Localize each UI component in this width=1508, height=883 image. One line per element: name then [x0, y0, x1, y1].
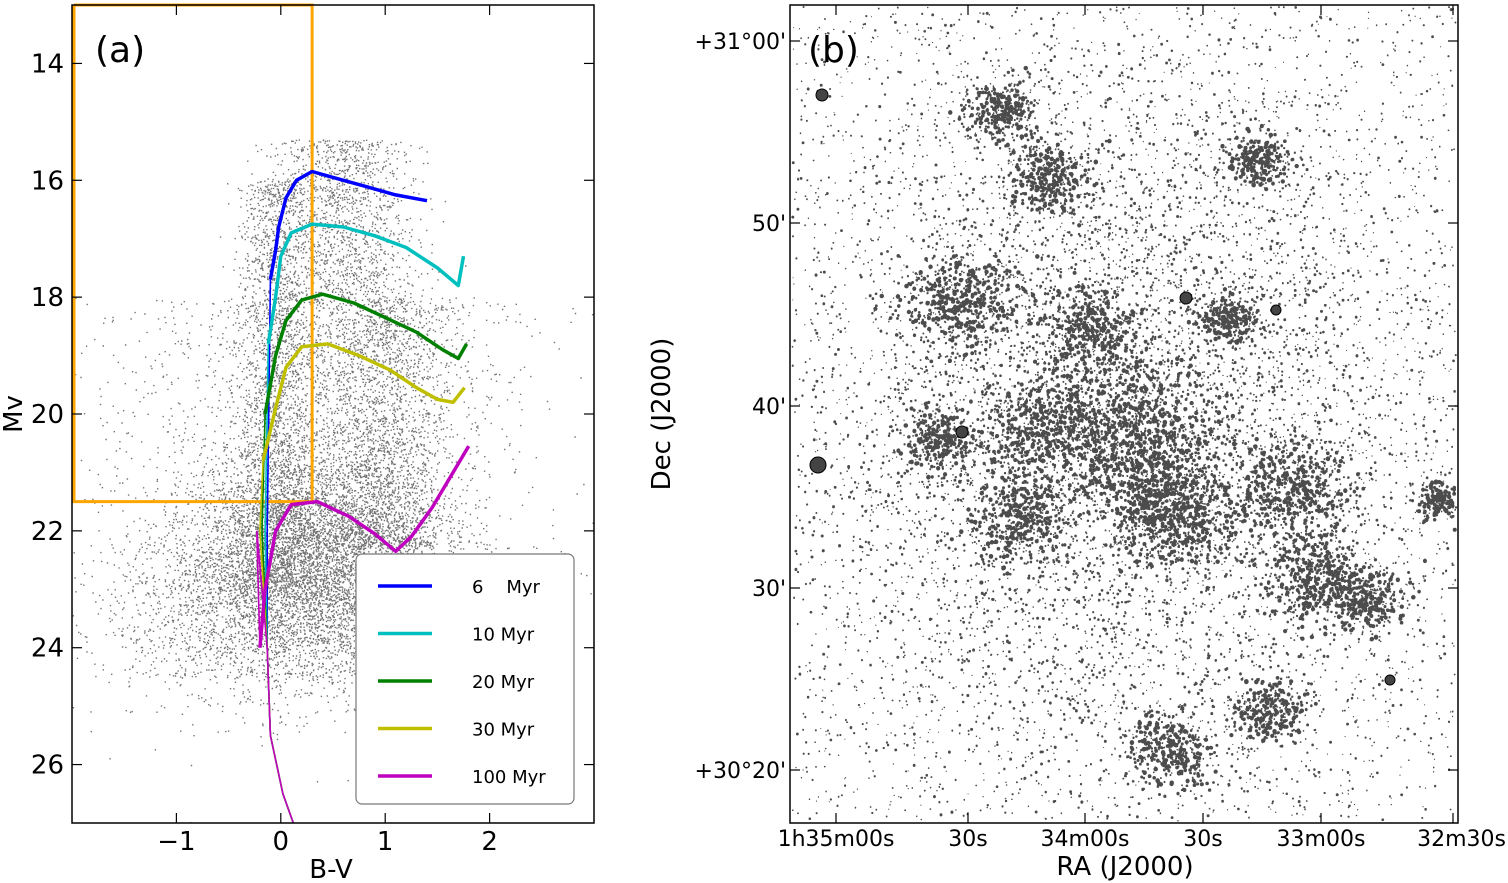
bright-star [1270, 304, 1282, 316]
legend-label-4: 100 Myr [472, 767, 546, 788]
cmd-ytick-label: 14 [31, 49, 64, 79]
cmd-ytick-label: 24 [31, 634, 64, 664]
bright-star [809, 456, 827, 474]
cmd-xtick-label: 2 [481, 827, 498, 857]
isochrone-tail-4 [256, 530, 295, 824]
panel-label-b: (b) [808, 30, 859, 71]
legend-label-1: 10 Myr [472, 625, 535, 646]
map-stars [791, 5, 1458, 822]
map-xtick-label: 32m30s [1417, 827, 1506, 852]
map-x-label: RA (J2000) [1056, 852, 1193, 882]
isochrone-0 [268, 169, 428, 280]
cmd-ytick-label: 22 [31, 517, 64, 547]
map-plot-area [790, 5, 1458, 823]
bright-star [955, 425, 969, 439]
bright-star [815, 88, 829, 102]
map-ytick-label: 30' [752, 577, 786, 602]
isochrone-4 [258, 445, 471, 648]
legend-box [355, 553, 575, 805]
cmd-ytick-label: 16 [31, 166, 64, 196]
cmd-xtick-label: 1 [377, 827, 394, 857]
map-xtick-label: 30s [1183, 827, 1222, 852]
cmd-xtick-label: 0 [273, 827, 290, 857]
cmd-frame [71, 4, 595, 824]
isochrone-lines [256, 169, 471, 824]
legend-label-3: 30 Myr [472, 720, 535, 741]
map-ytick-label: +31°00' [695, 30, 786, 55]
isochrone-1 [266, 222, 466, 345]
map-star-points [791, 5, 1458, 822]
map-xtick-label: 34m00s [1041, 827, 1130, 852]
cmd-ytick-label: 20 [31, 400, 64, 430]
map-frame [789, 4, 1459, 824]
bright-star [1179, 291, 1193, 305]
map-axis-ticks: 1h35m00s 30s 34m00s 30s 33m00s 32m30s +30°20' 3… [695, 5, 1506, 852]
map-ytick-label: +30°20' [695, 759, 786, 784]
map-xtick-label: 33m00s [1277, 827, 1366, 852]
cmd-y-label: Mv [0, 395, 29, 433]
map-ytick-label: 40' [752, 395, 786, 420]
cmd-x-label: B-V [309, 855, 353, 883]
bright-star [1384, 674, 1396, 686]
cmd-ytick-label: 18 [31, 283, 64, 313]
legend-label-0: 6 Myr [472, 577, 541, 598]
map-xtick-label: 1h35m00s [778, 827, 895, 852]
cmd-ytick-label: 26 [31, 751, 64, 781]
isochrone-3 [261, 342, 466, 462]
legend: 6 Myr 10 Myr 20 Myr 30 Myr 100 Myr [355, 553, 575, 805]
map-ytick-label: 50' [752, 212, 786, 237]
panel-label-a: (a) [95, 30, 145, 71]
cmd-xtick-label: −1 [157, 827, 195, 857]
isochrone-2 [263, 292, 469, 415]
legend-label-2: 20 Myr [472, 672, 535, 693]
map-y-label: Dec (J2000) [647, 338, 677, 491]
map-xtick-label: 30s [948, 827, 987, 852]
map-panel: 1h35m00s 30s 34m00s 30s 33m00s 32m30s +30°20' 3… [647, 4, 1506, 882]
